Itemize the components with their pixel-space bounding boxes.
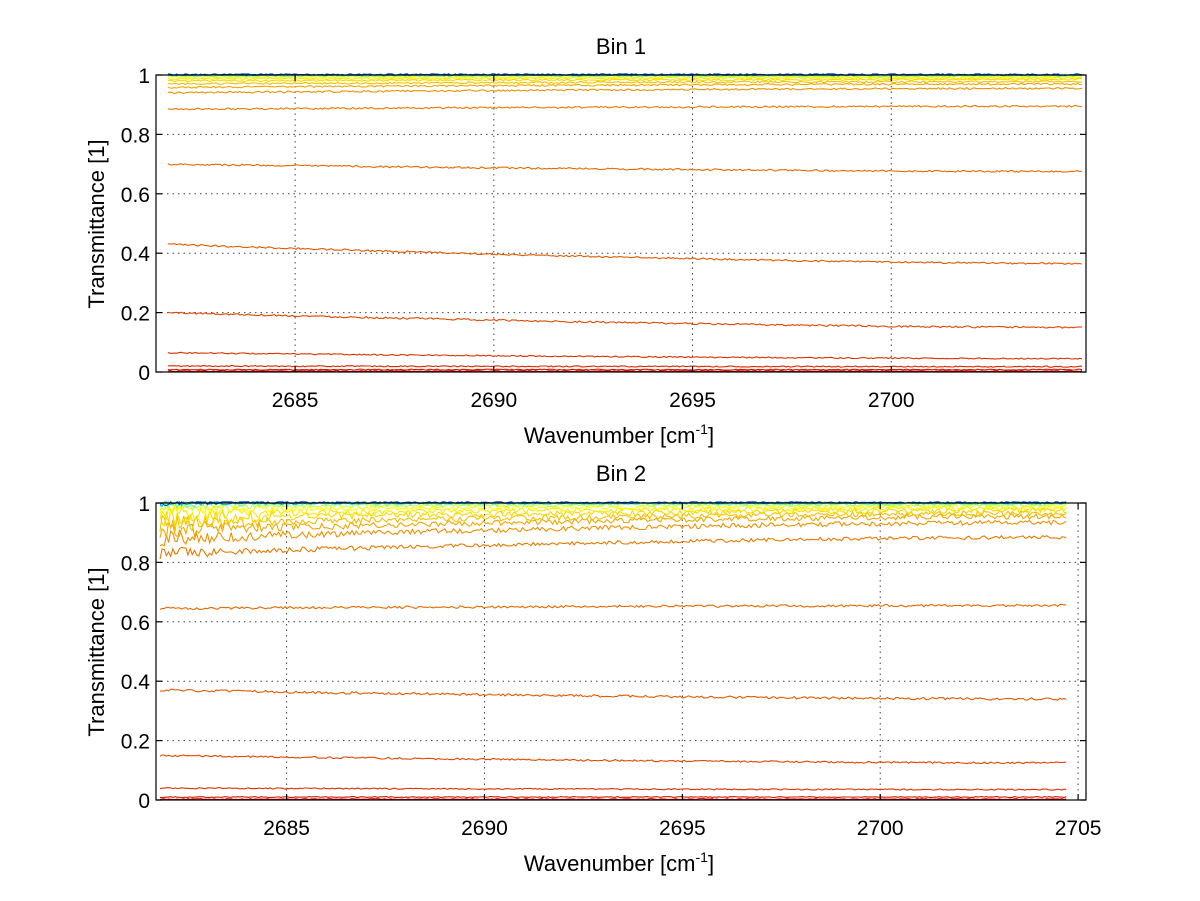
x-tick-label-2705: 2705 [1055,817,1102,840]
frame-layer-bin-1 [155,74,1087,373]
y-tick-label-0: 0 [138,790,150,813]
series-level-5 [160,688,1067,701]
y-tick-label-0.2: 0.2 [121,731,150,754]
series-level-6 [167,243,1083,265]
series-level-2 [167,368,1083,371]
series-level-3 [159,787,1067,791]
series-level-14 [167,75,1083,79]
y-tick-label-0.6: 0.6 [121,184,150,207]
y-tick-label-0.8: 0.8 [121,552,150,575]
x-axis-label-main-bin-1: Wavenumber [cm [524,423,696,448]
axes-frame [155,502,1087,801]
series-level-7 [167,163,1083,173]
x-tick-label-2700: 2700 [868,389,915,412]
axes-frame [155,74,1087,373]
series-level-5 [167,311,1083,329]
tick-labels-bin-2: 2685 2690 2695 2700 2705 0 0.2 0.4 0.6 0.8 1 [121,493,1102,840]
series-level-9 [167,86,1083,95]
y-axis-label-bin-1: Transmittance [1] [84,139,109,308]
y-tick-label-0.4: 0.4 [121,243,151,266]
series-level-1 [159,798,1067,801]
series-level-14 [159,499,1067,512]
x-tick-label-2695: 2695 [669,389,716,412]
panel-bin-2: 2685 2690 2695 2700 2705 0 0.2 0.4 0.6 0.8 1 Bin 2… [84,461,1101,876]
x-tick-label-2690: 2690 [461,817,508,840]
series-level-2 [160,796,1067,799]
tick-labels-bin-1: 2685 2690 2695 2700 0 0.2 0.4 0.6 0.8 1 [121,65,915,412]
series-level-3 [167,365,1082,368]
x-tick-label-2690: 2690 [470,389,517,412]
series-level-4 [159,754,1067,765]
panel-bin-1: 2685 2690 2695 2700 0 0.2 0.4 0.6 0.8 1 Bin 1 Tra… [84,34,1087,448]
x-axis-label-sup-bin-1: -1 [696,421,709,437]
grid-layer-bin-2 [156,502,1086,801]
x-axis-label-end-bin-2: ] [708,851,714,876]
series-level-11 [167,80,1083,86]
x-axis-label-bin-1: Wavenumber [cm-1] [524,421,714,448]
series-level-12 [159,504,1067,522]
chart-title-bin-1: Bin 1 [596,34,646,59]
frame-layer-bin-2 [155,502,1087,801]
x-axis-label-sup-bin-2: -1 [696,849,709,865]
series-layer-bin-2 [159,499,1067,801]
series-layer-bin-1 [167,73,1083,373]
chart-title-bin-2: Bin 2 [596,461,646,486]
x-axis-label-bin-2: Wavenumber [cm-1] [524,849,714,876]
y-axis-label-bin-2: Transmittance [1] [84,567,109,736]
y-tick-label-1: 1 [138,493,150,516]
series-level-1 [167,370,1083,373]
series-level-6 [159,603,1067,610]
series-level-12 [167,78,1082,83]
series-level-10 [167,82,1083,89]
series-level-7 [159,534,1067,560]
series-level-8 [159,519,1067,547]
y-tick-label-0.4: 0.4 [121,671,151,694]
y-tick-label-0.8: 0.8 [121,124,150,147]
series-level-4 [167,351,1083,360]
x-tick-label-2700: 2700 [857,817,904,840]
x-tick-label-2685: 2685 [263,817,310,840]
x-axis-label-main-bin-2: Wavenumber [cm [524,851,696,876]
series-level-8 [167,104,1083,111]
y-tick-label-0.6: 0.6 [121,612,150,635]
x-tick-label-2695: 2695 [659,817,706,840]
y-tick-label-1: 1 [138,65,150,88]
y-tick-label-0.2: 0.2 [121,303,150,326]
series-level-10 [159,509,1067,532]
y-tick-label-0: 0 [138,362,150,385]
x-axis-label-end-bin-1: ] [708,423,714,448]
x-tick-label-2685: 2685 [272,389,319,412]
